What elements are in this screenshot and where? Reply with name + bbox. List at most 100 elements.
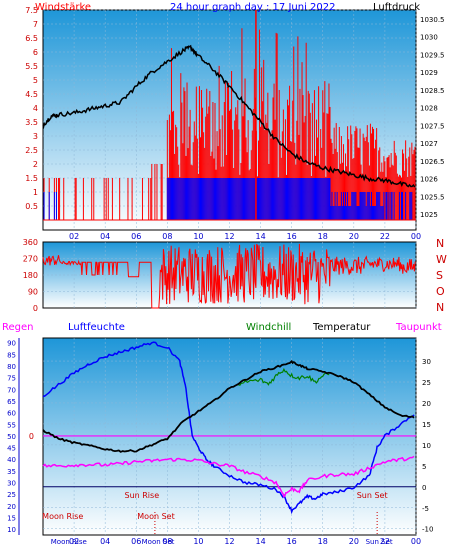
panel1-x-ticks: 02 04 06 08 10 12 14 16 18 20 22 00 (69, 232, 421, 241)
x-tick: 00 (411, 537, 421, 546)
rain-zero-tick: 0 (29, 432, 34, 441)
temperature-tick: -10 (422, 526, 433, 534)
direction-tick: 90 (28, 288, 38, 297)
sun-set-label: Sun Set (357, 491, 388, 500)
compass-label: W (436, 253, 447, 266)
x-tick: 20 (349, 537, 359, 546)
wind-tick: 7.5 (25, 6, 38, 15)
moon-rise-label: Moon Rise (42, 512, 83, 521)
pressure-tick: 1030.5 (420, 16, 445, 24)
temperature-tick: 0 (422, 484, 426, 492)
panel3-right-ticks: -10 -5 0 5 10 15 20 25 30 (422, 358, 433, 534)
pressure-label: Luftdruck (373, 2, 420, 13)
humidity-tick: 30 (7, 480, 16, 488)
temperature-tick: 15 (422, 421, 431, 429)
pressure-tick: 1029.5 (420, 51, 445, 59)
x-tick: 14 (255, 232, 265, 241)
pressure-tick: 1026 (420, 176, 438, 184)
panel3-x-ticks: 02 04 06 08 10 12 14 16 18 20 22 00 (69, 537, 421, 546)
wind-tick: 1.5 (25, 174, 38, 183)
chart-title: 24 hour graph day : 17 Juni 2022 (170, 2, 336, 13)
temperature-tick: 30 (422, 358, 431, 366)
wind-tick: 6.5 (25, 34, 38, 43)
wind-tick: 5.5 (25, 62, 38, 71)
humidity-tick: 60 (7, 410, 16, 418)
pressure-tick: 1027.5 (420, 122, 445, 130)
direction-tick: 0 (33, 304, 38, 313)
humidity-tick: 65 (7, 398, 16, 406)
pressure-tick: 1028 (420, 105, 438, 113)
sun-rise-label: Sun Rise (124, 491, 159, 500)
wind-tick: 4.5 (25, 90, 38, 99)
wind-label: Windstärke (35, 2, 91, 13)
windchill-line (237, 367, 330, 386)
humidity-tick: 10 (7, 526, 16, 534)
panel2-left-ticks: 0 90 180 270 360 (23, 238, 38, 313)
x-tick: 16 (287, 232, 297, 241)
humidity-tick: 70 (7, 386, 16, 394)
panel3-grid (43, 338, 417, 535)
legend-humidity: Luftfeuchte (68, 322, 125, 333)
x-tick: 04 (100, 232, 110, 241)
wind-tick: 0.5 (25, 202, 38, 211)
pressure-line (42, 44, 416, 188)
temperature-tick: 10 (422, 442, 431, 450)
wind-tick: 5 (33, 76, 38, 85)
x-tick: 20 (349, 232, 359, 241)
panel3-left-ticks: 10 15 20 25 30 35 40 45 50 55 60 65 70 75 80 85 90 0 (7, 338, 34, 535)
x-tick: 08 (162, 537, 172, 546)
panel3-annotations: Sun Rise Sun Set Moon Rise Moon Set Moon Ris… (42, 491, 393, 546)
pressure-tick: 1026.5 (420, 158, 445, 166)
humidity-tick: 50 (7, 433, 16, 441)
x-tick: 18 (318, 232, 328, 241)
compass-label: O (436, 285, 445, 298)
legend-dewpoint: Taupunkt (395, 322, 442, 333)
x-tick: 22 (380, 232, 390, 241)
humidity-tick: 15 (7, 515, 16, 523)
x-tick: 12 (224, 232, 234, 241)
x-tick: 08 (162, 232, 172, 241)
legend-temperature: Temperatur (312, 322, 371, 333)
x-tick: 02 (69, 537, 79, 546)
pressure-tick: 1025 (420, 211, 438, 219)
humidity-tick: 75 (7, 375, 16, 383)
humidity-tick: 25 (7, 491, 16, 499)
x-tick: 04 (100, 537, 110, 546)
temperature-tick: -5 (422, 505, 429, 513)
humidity-line (42, 341, 415, 515)
panel3-lines (42, 341, 416, 515)
x-tick: 10 (193, 232, 203, 241)
temperature-tick: 5 (422, 463, 426, 471)
humidity-tick: 55 (7, 421, 16, 429)
direction-tick: 360 (23, 238, 38, 247)
humidity-tick: 20 (7, 503, 16, 511)
panel1-wind-bars (43, 10, 416, 221)
moon-set-label: Moon Set (137, 512, 174, 521)
compass-label: S (436, 269, 443, 282)
x-tick: 06 (131, 232, 141, 241)
x-tick: 00 (411, 232, 421, 241)
humidity-tick: 35 (7, 468, 16, 476)
x-tick: 16 (287, 537, 297, 546)
temperature-line (42, 359, 415, 453)
temperature-tick: 25 (422, 379, 431, 387)
x-tick: 02 (69, 232, 79, 241)
panel1-pressure-line (42, 44, 416, 188)
humidity-tick: 45 (7, 445, 16, 453)
pressure-tick: 1028.5 (420, 87, 445, 95)
wind-tick: 6 (33, 48, 38, 57)
direction-tick: 180 (23, 271, 38, 280)
x-tick: 14 (255, 537, 265, 546)
wind-tick: 2 (33, 160, 38, 169)
panel1-grid (43, 9, 417, 230)
direction-tick: 270 (23, 255, 38, 264)
x-tick: 06 (131, 537, 141, 546)
wind-tick: 3 (33, 132, 38, 141)
pressure-tick: 1027 (420, 140, 438, 148)
x-tick: 18 (318, 537, 328, 546)
x-tick: 22 (380, 537, 390, 546)
wind-tick: 2.5 (25, 146, 38, 155)
